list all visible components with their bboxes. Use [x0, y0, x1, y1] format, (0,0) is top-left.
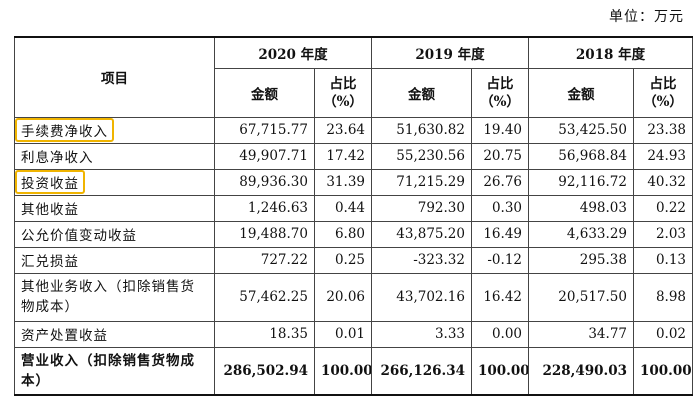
cell-ratio: -0.12 — [471, 246, 529, 274]
cell-amount: 295.38 — [528, 246, 634, 274]
cell-ratio: 100.00 — [314, 346, 372, 396]
table-row-total: 营业收入（扣除销售货物成本） 286,502.94 100.00 266,126… — [14, 346, 693, 396]
row-label: 利息净收入 — [14, 142, 215, 170]
header-year-2019: 2019 年度 — [371, 36, 529, 69]
cell-amount: 53,425.50 — [528, 116, 634, 144]
cell-ratio: 100.00 — [633, 346, 693, 396]
highlight-box: 手续费净收入 — [15, 118, 114, 142]
header-year-2018: 2018 年度 — [528, 36, 693, 69]
row-label: 资产处置收益 — [14, 320, 215, 348]
table-row: 资产处置收益 18.35 0.01 3.33 0.00 34.77 0.02 — [14, 320, 693, 348]
cell-ratio: 2.03 — [633, 220, 693, 248]
table-row: 其他业务收入（扣除销售货物成本） 57,462.25 20.06 43,702.… — [14, 272, 693, 322]
table-row: 投资收益 89,936.30 31.39 71,215.29 26.76 92,… — [14, 168, 693, 196]
row-label: 投资收益 — [14, 168, 215, 196]
cell-amount: 56,968.84 — [528, 142, 634, 170]
cell-ratio: 100.00 — [471, 346, 529, 396]
cell-ratio: 23.64 — [314, 116, 372, 144]
cell-ratio: 16.49 — [471, 220, 529, 248]
row-label: 公允价值变动收益 — [14, 220, 215, 248]
cell-ratio: 0.02 — [633, 320, 693, 348]
cell-ratio: 26.76 — [471, 168, 529, 196]
revenue-table: 项目 2020 年度 2019 年度 2018 年度 金额 占比 （%） 金额 占… — [14, 36, 693, 396]
cell-ratio: 0.00 — [471, 320, 529, 348]
cell-amount: 19,488.70 — [214, 220, 315, 248]
header-amount: 金额 — [371, 67, 472, 118]
cell-amount: 228,490.03 — [528, 346, 634, 396]
cell-ratio: 0.13 — [633, 246, 693, 274]
header-ratio: 占比 （%） — [314, 67, 372, 118]
cell-ratio: 17.42 — [314, 142, 372, 170]
cell-amount: 89,936.30 — [214, 168, 315, 196]
cell-ratio: 20.06 — [314, 272, 372, 322]
row-label: 手续费净收入 — [14, 116, 215, 144]
row-label: 其他业务收入（扣除销售货物成本） — [14, 272, 215, 322]
table-row: 其他收益 1,246.63 0.44 792.30 0.30 498.03 0.… — [14, 194, 693, 222]
cell-ratio: 8.98 — [633, 272, 693, 322]
cell-ratio: 23.38 — [633, 116, 693, 144]
table-row: 汇兑损益 727.22 0.25 -323.32 -0.12 295.38 0.… — [14, 246, 693, 274]
cell-amount: 1,246.63 — [214, 194, 315, 222]
cell-amount: -323.32 — [371, 246, 472, 274]
cell-amount: 49,907.71 — [214, 142, 315, 170]
header-amount: 金额 — [528, 67, 634, 118]
cell-ratio: 24.93 — [633, 142, 693, 170]
cell-amount: 55,230.56 — [371, 142, 472, 170]
highlight-box: 投资收益 — [15, 170, 85, 194]
cell-ratio: 0.01 — [314, 320, 372, 348]
cell-amount: 43,875.20 — [371, 220, 472, 248]
cell-amount: 43,702.16 — [371, 272, 472, 322]
cell-ratio: 31.39 — [314, 168, 372, 196]
cell-amount: 727.22 — [214, 246, 315, 274]
table-row: 公允价值变动收益 19,488.70 6.80 43,875.20 16.49 … — [14, 220, 693, 248]
cell-amount: 92,116.72 — [528, 168, 634, 196]
cell-amount: 20,517.50 — [528, 272, 634, 322]
row-label: 汇兑损益 — [14, 246, 215, 274]
cell-ratio: 20.75 — [471, 142, 529, 170]
cell-ratio: 16.42 — [471, 272, 529, 322]
cell-amount: 18.35 — [214, 320, 315, 348]
cell-ratio: 6.80 — [314, 220, 372, 248]
header-amount: 金额 — [214, 67, 315, 118]
header-year-2020: 2020 年度 — [214, 36, 372, 69]
cell-amount: 67,715.77 — [214, 116, 315, 144]
cell-amount: 3.33 — [371, 320, 472, 348]
cell-amount: 792.30 — [371, 194, 472, 222]
table-row: 手续费净收入 67,715.77 23.64 51,630.82 19.40 5… — [14, 116, 693, 144]
unit-label: 单位：万元 — [609, 9, 684, 25]
cell-ratio: 40.32 — [633, 168, 693, 196]
cell-amount: 57,462.25 — [214, 272, 315, 322]
row-label: 营业收入（扣除销售货物成本） — [14, 346, 215, 396]
cell-amount: 266,126.34 — [371, 346, 472, 396]
cell-ratio: 0.22 — [633, 194, 693, 222]
header-item: 项目 — [14, 36, 215, 118]
header-ratio: 占比 （%） — [471, 67, 529, 118]
cell-amount: 71,215.29 — [371, 168, 472, 196]
cell-ratio: 0.44 — [314, 194, 372, 222]
cell-ratio: 0.25 — [314, 246, 372, 274]
header-ratio: 占比 （%） — [633, 67, 693, 118]
table-row: 利息净收入 49,907.71 17.42 55,230.56 20.75 56… — [14, 142, 693, 170]
row-label: 其他收益 — [14, 194, 215, 222]
cell-amount: 51,630.82 — [371, 116, 472, 144]
cell-ratio: 0.30 — [471, 194, 529, 222]
cell-amount: 4,633.29 — [528, 220, 634, 248]
cell-amount: 286,502.94 — [214, 346, 315, 396]
cell-ratio: 19.40 — [471, 116, 529, 144]
cell-amount: 498.03 — [528, 194, 634, 222]
cell-amount: 34.77 — [528, 320, 634, 348]
